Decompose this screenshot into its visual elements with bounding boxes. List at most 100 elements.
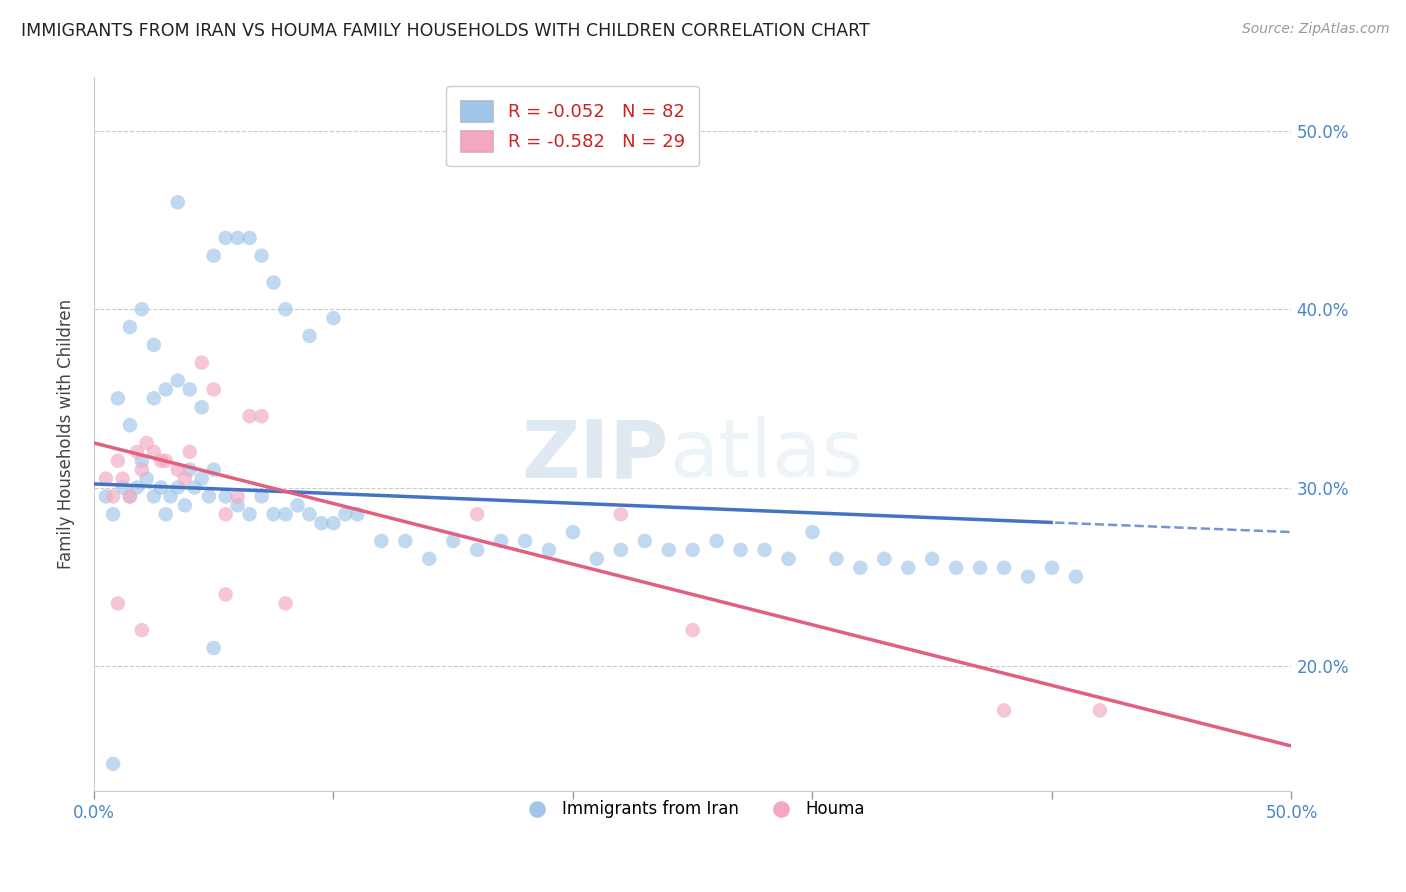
Text: IMMIGRANTS FROM IRAN VS HOUMA FAMILY HOUSEHOLDS WITH CHILDREN CORRELATION CHART: IMMIGRANTS FROM IRAN VS HOUMA FAMILY HOU… <box>21 22 870 40</box>
Point <box>298 329 321 343</box>
Point <box>179 383 201 397</box>
Point <box>202 383 225 397</box>
Point <box>226 499 249 513</box>
Point <box>730 542 752 557</box>
Point <box>166 195 188 210</box>
Point <box>111 481 134 495</box>
Point <box>706 533 728 548</box>
Point <box>150 454 173 468</box>
Point <box>226 231 249 245</box>
Point <box>214 587 236 601</box>
Point <box>94 472 117 486</box>
Point <box>1088 703 1111 717</box>
Point <box>274 508 297 522</box>
Point <box>274 302 297 317</box>
Point <box>561 525 583 540</box>
Point <box>873 551 896 566</box>
Point <box>778 551 800 566</box>
Point <box>969 560 991 574</box>
Point <box>131 302 153 317</box>
Point <box>682 623 704 637</box>
Point <box>131 454 153 468</box>
Point <box>1017 569 1039 583</box>
Point <box>610 542 633 557</box>
Point <box>489 533 512 548</box>
Point <box>179 463 201 477</box>
Point <box>155 454 177 468</box>
Point <box>921 551 943 566</box>
Point <box>945 560 967 574</box>
Point <box>682 542 704 557</box>
Point <box>202 640 225 655</box>
Point <box>335 508 357 522</box>
Point <box>166 374 188 388</box>
Point <box>190 472 212 486</box>
Point <box>135 436 157 450</box>
Point <box>125 445 148 459</box>
Point <box>107 392 129 406</box>
Point <box>214 490 236 504</box>
Point <box>101 756 124 771</box>
Point <box>513 533 536 548</box>
Point <box>274 596 297 610</box>
Point <box>166 481 188 495</box>
Point <box>394 533 416 548</box>
Point <box>179 445 201 459</box>
Point <box>993 703 1015 717</box>
Point <box>142 338 165 352</box>
Text: Source: ZipAtlas.com: Source: ZipAtlas.com <box>1241 22 1389 37</box>
Point <box>107 596 129 610</box>
Point <box>1040 560 1063 574</box>
Point <box>465 508 488 522</box>
Point <box>142 490 165 504</box>
Point <box>263 508 285 522</box>
Point <box>250 249 273 263</box>
Point <box>658 542 681 557</box>
Point <box>174 499 197 513</box>
Point <box>174 472 197 486</box>
Point <box>322 311 344 326</box>
Point <box>537 542 560 557</box>
Point <box>183 481 205 495</box>
Text: ZIP: ZIP <box>522 417 669 494</box>
Point <box>801 525 824 540</box>
Point <box>142 445 165 459</box>
Point <box>214 231 236 245</box>
Text: atlas: atlas <box>669 417 863 494</box>
Point <box>298 508 321 522</box>
Point <box>150 481 173 495</box>
Point <box>441 533 464 548</box>
Point <box>155 383 177 397</box>
Point <box>610 508 633 522</box>
Point <box>226 490 249 504</box>
Point <box>101 490 124 504</box>
Point <box>239 231 262 245</box>
Point <box>370 533 392 548</box>
Point <box>118 418 141 433</box>
Point <box>107 454 129 468</box>
Point <box>118 490 141 504</box>
Point <box>131 623 153 637</box>
Y-axis label: Family Households with Children: Family Households with Children <box>58 299 75 569</box>
Point <box>101 508 124 522</box>
Point <box>897 560 920 574</box>
Point <box>250 490 273 504</box>
Point <box>190 356 212 370</box>
Point <box>346 508 368 522</box>
Point <box>202 249 225 263</box>
Point <box>993 560 1015 574</box>
Point <box>159 490 181 504</box>
Point <box>118 490 141 504</box>
Point <box>263 276 285 290</box>
Point <box>322 516 344 531</box>
Point <box>239 409 262 424</box>
Point <box>586 551 609 566</box>
Point <box>94 490 117 504</box>
Legend: Immigrants from Iran, Houma: Immigrants from Iran, Houma <box>513 794 872 825</box>
Point <box>118 320 141 334</box>
Point <box>125 481 148 495</box>
Point <box>418 551 440 566</box>
Point <box>825 551 848 566</box>
Point <box>131 463 153 477</box>
Point <box>111 472 134 486</box>
